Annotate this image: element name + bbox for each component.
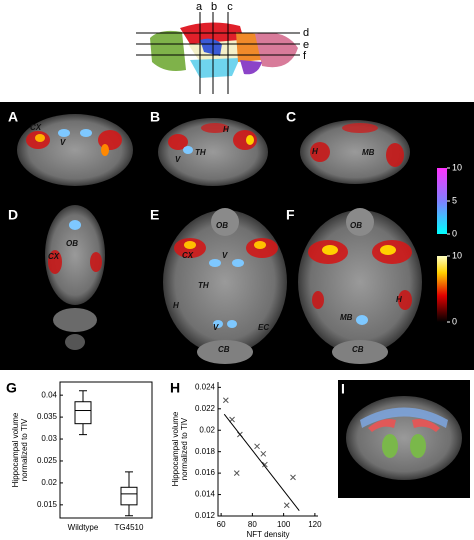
region-label: H: [396, 295, 402, 304]
y-tick-label: 0.012: [195, 511, 216, 520]
x-axis-label: NFT density: [247, 530, 290, 539]
region-label: MB: [362, 148, 375, 157]
point: [283, 502, 290, 509]
panel-label: E: [150, 207, 159, 223]
box: [120, 486, 138, 506]
colorbar-tick-label: 0: [452, 316, 457, 326]
point: [262, 461, 268, 468]
point: [260, 450, 267, 457]
colorbar: [437, 168, 447, 234]
section-label: b: [211, 1, 217, 13]
y-axis-label: normalized to TIV: [180, 417, 189, 480]
region-label: H: [173, 301, 179, 310]
colorbar-tick-label: 10: [452, 250, 462, 260]
x-tick-label: 100: [277, 520, 291, 529]
section-label: d: [303, 27, 309, 39]
x-tick-label: TG4510: [115, 523, 144, 532]
section-label: c: [227, 1, 233, 13]
schematic: a b c d e f: [136, 1, 309, 94]
y-tick-label: 0.024: [195, 382, 216, 391]
region-label: V: [222, 251, 228, 260]
y-axis-label: Hippocampal volume: [11, 412, 20, 487]
region-label: CB: [352, 345, 364, 354]
panel-label: H: [170, 380, 180, 396]
colorbar-tick-label: 10: [452, 162, 462, 172]
region-label: V: [213, 323, 219, 332]
y-tick-label: 0.035: [37, 412, 58, 421]
region-label: CB: [218, 345, 230, 354]
panel-label: C: [286, 109, 296, 125]
y-tick-label: 0.018: [195, 447, 216, 456]
panel-label: G: [6, 380, 17, 396]
region-label: H: [312, 147, 318, 156]
lower-whisker: [125, 504, 133, 517]
region-label: OB: [350, 221, 362, 230]
colorbar: [437, 256, 447, 322]
y-tick-label: 0.015: [37, 500, 58, 509]
y-tick-label: 0.02: [41, 478, 57, 487]
point: [229, 416, 235, 423]
panel-label: D: [8, 207, 18, 223]
panel-label: B: [150, 109, 160, 125]
point: [254, 443, 260, 450]
section-label: f: [303, 50, 307, 62]
region-label: EC: [258, 323, 269, 332]
panel-label: F: [286, 207, 295, 223]
y-tick-label: 0.014: [195, 490, 216, 499]
trendline: [223, 413, 300, 511]
colorbar-tick-label: 5: [452, 195, 457, 205]
point: [222, 397, 229, 404]
y-tick-label: 0.04: [41, 390, 57, 399]
region-label: TH: [198, 281, 209, 290]
region-label: V: [60, 138, 66, 147]
plot-frame: [59, 381, 153, 519]
region-label: V: [175, 155, 181, 164]
axes: [217, 382, 318, 517]
colorbar-tick-label: 0: [452, 228, 457, 238]
region-label: TH: [195, 148, 206, 157]
section-label: e: [303, 39, 309, 51]
y-tick-label: 0.022: [195, 404, 216, 413]
x-tick-label: 120: [308, 520, 322, 529]
y-tick-label: 0.02: [199, 425, 215, 434]
x-tick-label: 80: [248, 520, 257, 529]
y-tick-label: 0.016: [195, 468, 216, 477]
upper-whisker: [79, 390, 87, 402]
y-tick-label: 0.025: [37, 456, 58, 465]
region-label: OB: [66, 239, 78, 248]
x-tick-label: 60: [217, 520, 226, 529]
y-axis-label: normalized to TIV: [20, 418, 29, 481]
panel-label: I: [341, 381, 345, 397]
region-label: CX: [182, 251, 194, 260]
region-label: OB: [216, 221, 228, 230]
point: [233, 470, 240, 476]
lower-whisker: [79, 423, 87, 436]
region-label: CX: [30, 123, 42, 132]
y-tick-label: 0.03: [41, 434, 57, 443]
section-label: a: [196, 1, 203, 13]
brain-image: [346, 396, 462, 480]
region-label: MB: [340, 313, 353, 322]
upper-whisker: [125, 471, 133, 488]
x-tick-label: Wildtype: [68, 523, 99, 532]
brain-images: [17, 114, 422, 364]
region-label: CX: [48, 252, 60, 261]
region-label: H: [223, 125, 229, 134]
panel-label: A: [8, 109, 18, 125]
box: [74, 401, 92, 425]
y-axis-label: Hippocampal volume: [171, 411, 180, 486]
point: [290, 474, 296, 481]
